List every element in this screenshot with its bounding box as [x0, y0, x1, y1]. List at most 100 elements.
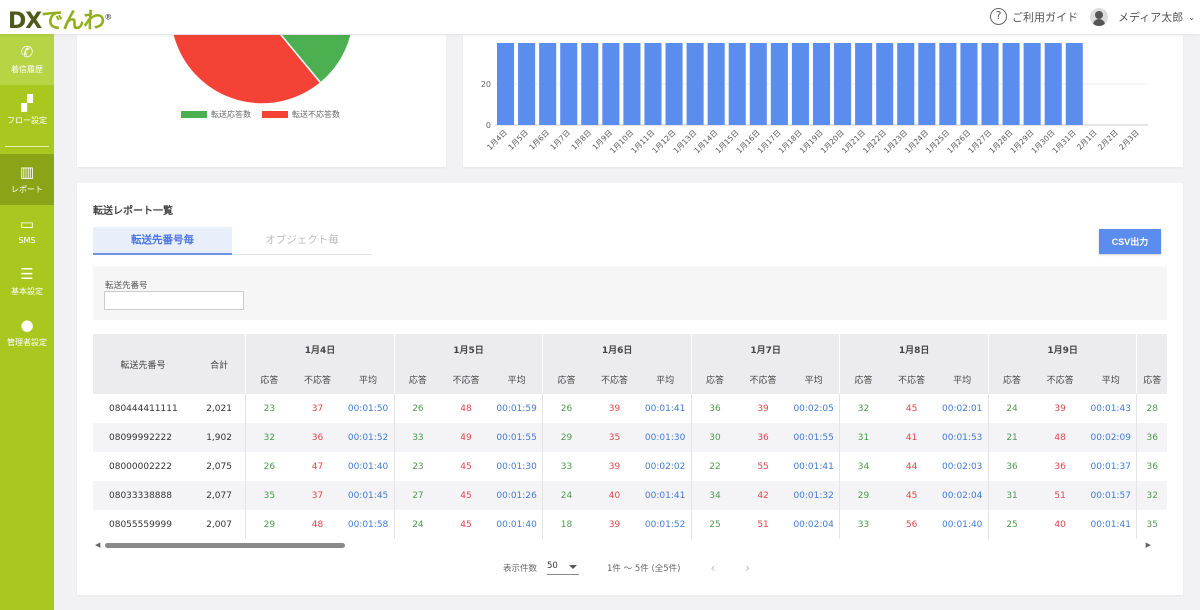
sidebar-item-report[interactable]: ▥ レポート — [0, 154, 54, 205]
cell-answered: 35 — [1136, 510, 1167, 539]
bar[interactable] — [876, 43, 894, 125]
cell-answered: 33 — [542, 452, 590, 481]
bar[interactable] — [834, 43, 852, 125]
user-menu[interactable]: メディア太郎 ⌄ — [1090, 8, 1195, 26]
report-chart-icon: ▥ — [19, 163, 35, 181]
cell-answered: 23 — [393, 452, 442, 481]
bar[interactable] — [918, 43, 936, 125]
cell-unanswered: 45 — [441, 481, 491, 510]
sub-header: 不応答 — [441, 364, 491, 394]
bar[interactable] — [749, 43, 767, 125]
x-tick-label: 2月3日 — [1117, 128, 1141, 152]
help-guide-link[interactable]: ? ご利用ガイド — [990, 8, 1078, 25]
cell-answered: 23 — [245, 394, 293, 423]
bar-chart: 0201月4日1月5日1月6日1月7日1月8日1月9日1月10日1月11日1月1… — [481, 43, 1148, 155]
flow-icon: ▞ — [21, 94, 33, 112]
cell-unanswered: 36 — [1035, 452, 1085, 481]
x-tick-label: 1月7日 — [548, 128, 572, 152]
tab-by-object[interactable]: オブジェクト毎 — [232, 227, 372, 255]
tab-by-number[interactable]: 転送先番号毎 — [93, 227, 232, 255]
bar[interactable] — [812, 43, 831, 125]
horizontal-scrollbar[interactable]: ◀ ▶ — [93, 541, 1167, 550]
pie-slice-0[interactable] — [262, 35, 354, 84]
bar[interactable] — [770, 43, 788, 125]
prev-page-button[interactable]: ‹ — [710, 561, 716, 575]
cell-average: 00:01:26 — [490, 481, 543, 510]
bar[interactable] — [602, 43, 620, 125]
cell-answered: 24 — [542, 481, 590, 510]
day-header: 1月9日 — [987, 334, 1137, 364]
bar[interactable] — [686, 43, 704, 125]
cell-unanswered: 51 — [738, 510, 788, 539]
table-row[interactable]: 08099992222 1,902 32 36 00:01:52 33 49 00:01:55… — [93, 423, 1167, 452]
top-header: DXでんわ® ? ご利用ガイド メディア太郎 ⌄ — [0, 0, 1200, 34]
bar[interactable] — [665, 43, 683, 125]
cell-answered: 26 — [393, 394, 442, 423]
cell-unanswered: 48 — [441, 394, 491, 423]
x-tick-label: 1月4日 — [485, 128, 509, 152]
col-header-total: 合計 — [192, 334, 246, 394]
cell-answered: 24 — [987, 394, 1036, 423]
table-row[interactable]: 080444411111 2,021 23 37 00:01:50 26 48 00:01:5… — [93, 394, 1167, 423]
transfer-number-input[interactable] — [104, 291, 244, 310]
logo[interactable]: DXでんわ® — [8, 9, 112, 34]
legend-item-answered[interactable]: 転送応答数 — [181, 109, 251, 120]
sub-header: 平均 — [342, 364, 395, 394]
bar[interactable] — [560, 43, 578, 125]
bar[interactable] — [897, 43, 915, 125]
table-row[interactable]: 08055559999 2,007 29 48 00:01:58 24 45 00:01:40… — [93, 510, 1167, 539]
pie-slice-1[interactable] — [170, 35, 322, 105]
bar[interactable] — [728, 43, 746, 125]
cell-answered: 33 — [839, 510, 887, 539]
csv-export-button[interactable]: CSV出力 — [1099, 229, 1161, 254]
subheader-row: 応答 不応答 平均 応答 不応答 平均 応答 不応答 平均 応答 不応答 平均 応答 不応答 平均 応答 不応答… — [93, 364, 1167, 394]
per-page-select[interactable]: 50 — [547, 561, 580, 575]
cell-number: 08099992222 — [93, 423, 193, 452]
sidebar-item-admin-settings[interactable]: ● 管理者設定 — [7, 316, 47, 347]
day-header: 1月4日 — [245, 334, 395, 364]
cell-answered: 34 — [690, 481, 739, 510]
sidebar-item-sms[interactable]: ▭ SMS — [18, 215, 36, 245]
cell-average: 00:01:45 — [342, 481, 395, 510]
bar[interactable] — [518, 43, 536, 125]
bar[interactable] — [1065, 43, 1083, 125]
bar[interactable] — [644, 43, 662, 125]
cell-answered: 35 — [245, 481, 293, 510]
bar[interactable] — [539, 43, 557, 125]
bar[interactable] — [1044, 43, 1062, 125]
bar[interactable] — [981, 43, 999, 125]
sidebar-item-basic-settings[interactable]: ☰ 基本設定 — [11, 265, 43, 296]
cell-total: 1,902 — [192, 423, 246, 452]
bar[interactable] — [707, 43, 725, 125]
bar[interactable] — [791, 43, 809, 125]
scroll-right-icon[interactable]: ▶ — [1145, 541, 1151, 549]
bar[interactable] — [581, 43, 599, 125]
cell-average: 00:01:57 — [1085, 481, 1137, 510]
sub-header: 平均 — [1085, 364, 1137, 394]
cell-answered: 22 — [690, 452, 739, 481]
sub-header: 不応答 — [738, 364, 788, 394]
bar[interactable] — [939, 43, 957, 125]
cell-average: 00:01:30 — [639, 423, 692, 452]
bar[interactable] — [855, 43, 873, 125]
cell-average: 00:02:04 — [936, 481, 989, 510]
bar[interactable] — [1023, 43, 1041, 125]
table-row[interactable]: 08000002222 2,075 26 47 00:01:40 23 45 00:01:30… — [93, 452, 1167, 481]
next-page-button[interactable]: › — [745, 561, 751, 575]
scroll-left-icon[interactable]: ◀ — [95, 541, 101, 549]
sub-header: 応答 — [987, 364, 1036, 394]
bar[interactable] — [497, 43, 515, 125]
cell-answered: 36 — [987, 452, 1036, 481]
sidebar-item-flow[interactable]: ▞ フロー設定 — [7, 94, 47, 125]
bar[interactable] — [623, 43, 641, 125]
sidebar-item-call-history[interactable]: ✆ 着信履歴 — [0, 34, 54, 85]
cell-average: 00:01:32 — [787, 481, 840, 510]
scrollbar-thumb[interactable] — [105, 543, 345, 548]
bar[interactable] — [1002, 43, 1020, 125]
cell-answered: 25 — [987, 510, 1036, 539]
day-header-partial — [1136, 334, 1167, 364]
bar[interactable] — [960, 43, 978, 125]
table-row[interactable]: 08033338888 2,077 35 37 00:01:45 27 45 00:01:26… — [93, 481, 1167, 510]
legend-item-unanswered[interactable]: 転送不応答数 — [262, 109, 340, 120]
cell-average: 00:02:02 — [639, 452, 692, 481]
